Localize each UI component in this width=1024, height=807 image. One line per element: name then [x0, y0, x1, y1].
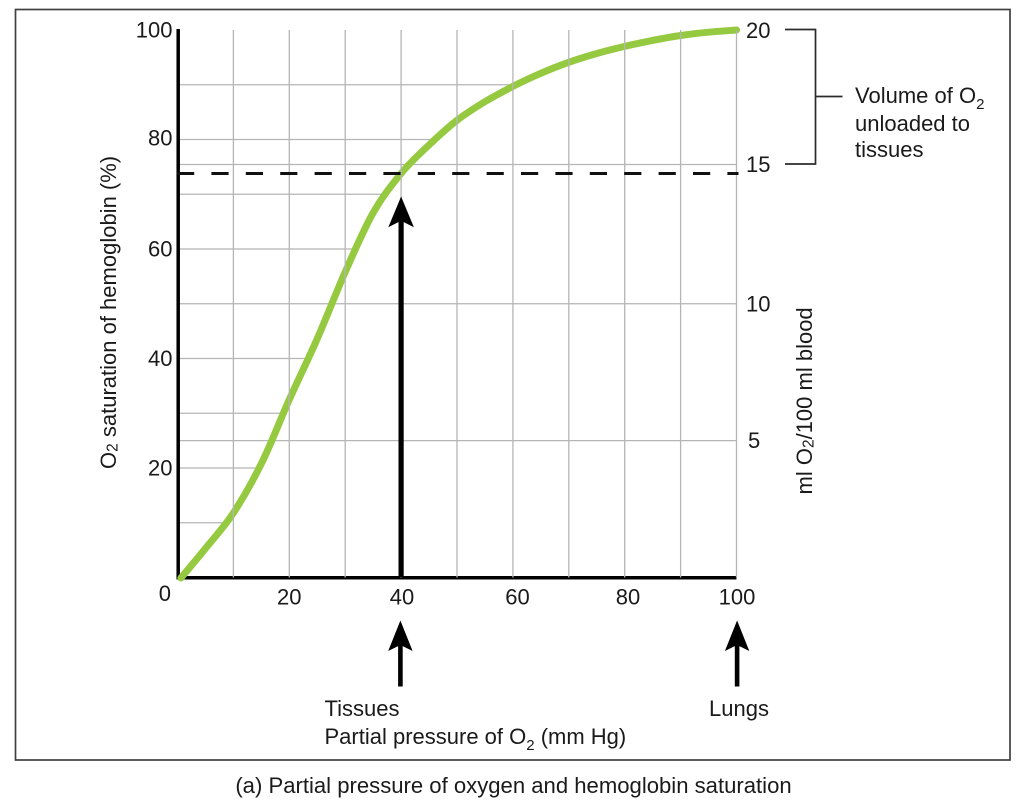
svg-text:Tissues: Tissues	[325, 696, 400, 721]
svg-text:(a) Partial pressure of oxygen: (a) Partial pressure of oxygen and hemog…	[235, 773, 791, 798]
svg-text:5: 5	[748, 428, 760, 453]
svg-text:100: 100	[719, 585, 756, 610]
svg-text:tissues: tissues	[855, 137, 923, 162]
svg-text:15: 15	[746, 152, 770, 177]
svg-text:20: 20	[277, 585, 301, 610]
svg-text:40: 40	[390, 585, 414, 610]
svg-text:ml O2/100 ml blood: ml O2/100 ml blood	[792, 307, 818, 494]
svg-text:unloaded to: unloaded to	[855, 111, 970, 136]
svg-text:80: 80	[616, 585, 640, 610]
svg-text:20: 20	[148, 456, 172, 481]
svg-text:80: 80	[148, 126, 172, 151]
svg-text:10: 10	[746, 292, 770, 317]
svg-text:60: 60	[148, 237, 172, 262]
svg-text:40: 40	[148, 346, 172, 371]
svg-text:0: 0	[159, 581, 171, 606]
svg-text:60: 60	[505, 585, 529, 610]
svg-text:100: 100	[136, 18, 173, 43]
svg-text:20: 20	[746, 18, 770, 43]
svg-text:O2 saturation of hemoglobin (%: O2 saturation of hemoglobin (%)	[96, 156, 122, 469]
svg-text:Lungs: Lungs	[709, 696, 769, 721]
